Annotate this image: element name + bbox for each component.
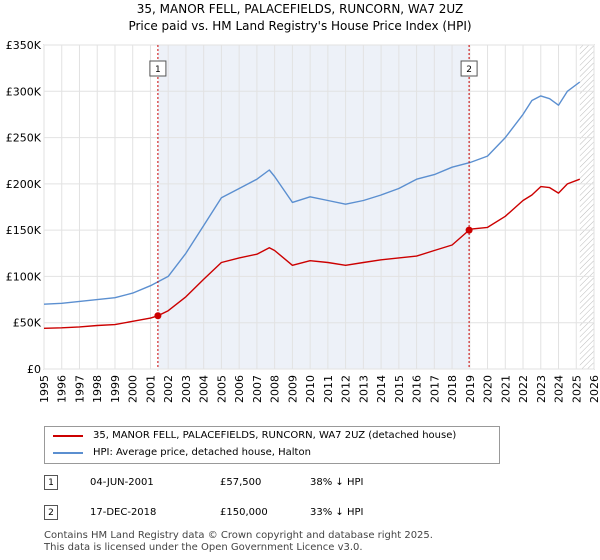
ownership-shade	[157, 45, 470, 369]
x-tick-label: 1998	[91, 375, 104, 403]
x-tick-label: 2021	[499, 375, 512, 403]
sale-marker-box	[149, 60, 167, 77]
footer-copyright: Contains HM Land Registry data © Crown c…	[44, 530, 433, 541]
x-tick-label: 2000	[127, 375, 140, 403]
footer-licence: This data is licensed under the Open Gov…	[44, 542, 363, 553]
transaction-row: 2 17-DEC-2018 £150,000 33% ↓ HPI	[44, 505, 500, 521]
transaction-hpi: 33% ↓ HPI	[310, 507, 364, 518]
y-tick-label: £250K	[6, 132, 42, 145]
y-tick-label: £200K	[6, 178, 42, 191]
x-tick-label: 2010	[304, 375, 317, 403]
x-tick-label: 2025	[570, 375, 583, 403]
x-tick-label: 2001	[144, 375, 157, 403]
y-tick-label: £50K	[13, 317, 42, 330]
x-tick-label: 2012	[340, 375, 353, 403]
transaction-price: £150,000	[220, 507, 268, 518]
sale-point	[465, 226, 473, 234]
x-tick-label: 2002	[162, 375, 175, 403]
sale-point	[154, 312, 162, 320]
legend-swatch-property	[53, 434, 83, 437]
x-tick-label: 2014	[375, 375, 388, 403]
x-tick-label: 1999	[109, 375, 122, 403]
x-tick-label: 1997	[73, 375, 86, 403]
y-tick-label: £300K	[6, 85, 42, 98]
transaction-hpi: 38% ↓ HPI	[310, 477, 364, 488]
transaction-badge: 1	[44, 475, 58, 490]
x-tick-label: 1995	[38, 375, 51, 403]
series-line-hpi	[43, 81, 581, 305]
x-tick-label: 1996	[56, 375, 69, 403]
x-tick-label: 2022	[517, 375, 530, 403]
x-tick-label: 2020	[482, 375, 495, 403]
x-tick-label: 2015	[393, 375, 406, 403]
y-tick-label: £100K	[6, 270, 42, 283]
sale-marker-label: 1	[155, 65, 161, 75]
transaction-price: £57,500	[220, 477, 262, 488]
legend-item-hpi: HPI: Average price, detached house, Halt…	[53, 447, 311, 458]
x-tick-label: 2005	[215, 375, 228, 403]
legend-label-hpi: HPI: Average price, detached house, Halt…	[93, 447, 311, 458]
series-line-property	[43, 178, 581, 329]
forecast-hatch	[579, 45, 594, 369]
transaction-date: 17-DEC-2018	[90, 507, 157, 518]
x-tick-label: 2023	[535, 375, 548, 403]
x-tick-label: 2026	[588, 375, 600, 403]
x-tick-label: 2009	[286, 375, 299, 403]
x-tick-label: 2019	[464, 375, 477, 403]
sale-marker-box	[460, 60, 478, 77]
chart-title: 35, MANOR FELL, PALACEFIELDS, RUNCORN, W…	[136, 2, 464, 16]
chart-subtitle: Price paid vs. HM Land Registry's House …	[128, 19, 472, 33]
x-tick-label: 2013	[357, 375, 370, 403]
y-tick-label: £0	[27, 363, 41, 376]
legend-label-property: 35, MANOR FELL, PALACEFIELDS, RUNCORN, W…	[93, 430, 457, 441]
x-tick-label: 2016	[411, 375, 424, 403]
y-tick-label: £150K	[6, 224, 42, 237]
sale-marker-label: 2	[466, 65, 472, 75]
x-tick-label: 2018	[446, 375, 459, 403]
transaction-date: 04-JUN-2001	[90, 477, 154, 488]
transaction-row: 1 04-JUN-2001 £57,500 38% ↓ HPI	[44, 475, 500, 491]
legend: 35, MANOR FELL, PALACEFIELDS, RUNCORN, W…	[44, 426, 500, 464]
x-tick-label: 2017	[428, 375, 441, 403]
y-tick-label: £350K	[6, 39, 42, 52]
x-tick-label: 2024	[553, 375, 566, 403]
price-chart: 1 2 1995 1996 1997 1998 1999 2000 2001 2002 2003 2…	[6, 39, 600, 403]
x-tick-label: 2006	[233, 375, 246, 403]
legend-item-property: 35, MANOR FELL, PALACEFIELDS, RUNCORN, W…	[53, 430, 456, 441]
x-tick-label: 2007	[251, 375, 264, 403]
x-tick-label: 2008	[269, 375, 282, 403]
x-tick-label: 2011	[322, 375, 335, 403]
legend-swatch-hpi	[53, 451, 83, 454]
x-tick-label: 2003	[180, 375, 193, 403]
transaction-badge: 2	[44, 505, 58, 520]
x-tick-label: 2004	[198, 375, 211, 403]
